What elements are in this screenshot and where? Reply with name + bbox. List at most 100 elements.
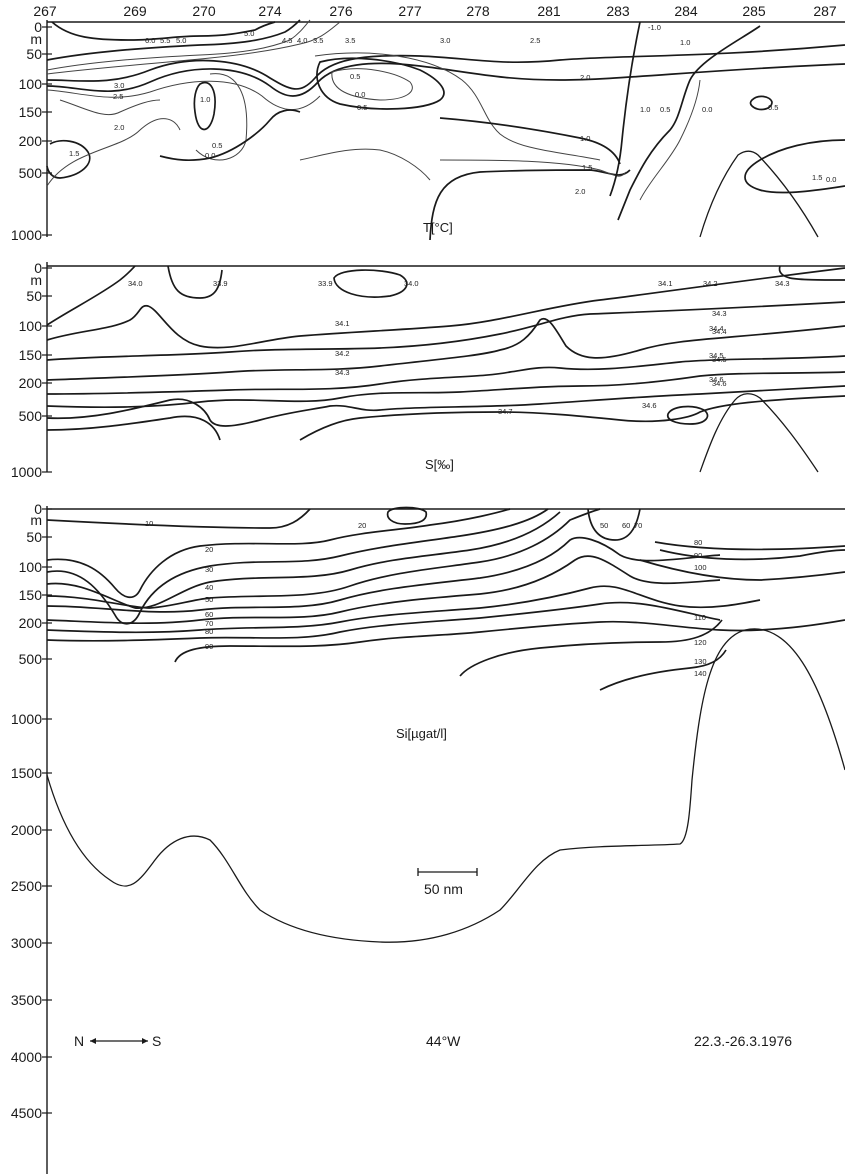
y-tick-label: 500 xyxy=(19,651,43,667)
station-label: 285 xyxy=(742,3,766,19)
sea-floor xyxy=(699,393,819,473)
contour-label: 33.9 xyxy=(318,279,333,288)
y-tick-label: 4500 xyxy=(11,1105,42,1121)
contour-line xyxy=(46,19,311,71)
contour-label: 60 xyxy=(205,610,213,619)
contour-line xyxy=(46,371,845,409)
contour-line xyxy=(174,619,845,663)
contour-label: 20 xyxy=(205,545,213,554)
contour-line xyxy=(46,118,181,187)
contour-label: 6.0 xyxy=(145,36,155,45)
contour-label: 70 xyxy=(205,619,213,628)
contour-label: 0.5 xyxy=(350,72,360,81)
contour-label: 34.0 xyxy=(128,279,143,288)
station-label: 274 xyxy=(258,3,282,19)
contour-label: 34.3 xyxy=(712,309,727,318)
contour-label: 70 xyxy=(634,521,642,530)
y-tick-label: 150 xyxy=(19,347,43,363)
contour-label: 2.0 xyxy=(575,187,585,196)
y-tick-label: 150 xyxy=(19,104,43,120)
station-label: 269 xyxy=(123,3,147,19)
y-tick-label: 1500 xyxy=(11,765,42,781)
direction-north-label: N xyxy=(74,1033,84,1049)
contour-line xyxy=(299,148,431,181)
contour-line xyxy=(46,301,845,361)
station-label: 278 xyxy=(466,3,490,19)
contour-label: 34.1 xyxy=(335,319,350,328)
contour-label: 2.0 xyxy=(580,73,590,82)
silicate-panel-title: Si[µgat/l] xyxy=(396,726,447,741)
contour-label: 3.0 xyxy=(440,36,450,45)
contour-line xyxy=(46,508,601,609)
temperature-panel-title: T[°C] xyxy=(423,220,453,235)
contour-line xyxy=(587,508,641,541)
contour-label: 0.0 xyxy=(826,175,836,184)
contour-label: 34.6 xyxy=(642,401,657,410)
contour-label: 2.5 xyxy=(530,36,540,45)
salinity-panel-title: S[‰] xyxy=(425,457,454,472)
contour-label: 34.5 xyxy=(712,355,727,364)
contour-line xyxy=(46,62,845,97)
y-tick-label: 0 xyxy=(34,260,42,276)
contour-label: 1.5 xyxy=(582,163,592,172)
salinity-contour-labels: 34.0 33.9 33.9 34.0 34.1 34.2 34.3 34.1 34.2 34.3… xyxy=(128,279,790,416)
contour-label: 34.4 xyxy=(709,324,724,333)
contour-line xyxy=(46,44,845,90)
contour-line xyxy=(46,415,221,441)
contour-label: 34.3 xyxy=(775,279,790,288)
contour-line xyxy=(46,508,311,529)
arrowhead-left-icon xyxy=(90,1038,96,1044)
contour-label: 0.5 xyxy=(357,103,367,112)
contour-line xyxy=(314,52,601,161)
contour-line xyxy=(778,265,845,281)
station-label: 287 xyxy=(813,3,837,19)
contour-line xyxy=(46,80,321,110)
date-range-label: 22.3.-26.3.1976 xyxy=(694,1033,792,1049)
contour-line xyxy=(46,19,301,61)
y-tick-label: 1000 xyxy=(11,711,42,727)
contour-line xyxy=(46,355,845,395)
contour-line xyxy=(439,117,621,165)
contour-line xyxy=(195,73,248,161)
contour-label: 120 xyxy=(694,638,707,647)
y-tick-label: 4000 xyxy=(11,1049,42,1065)
y-tick-label: m xyxy=(30,512,42,528)
contour-label: 1.5 xyxy=(812,173,822,182)
y-tick-label: 50 xyxy=(26,529,42,545)
y-tick-label: 100 xyxy=(19,559,43,575)
contour-line xyxy=(167,265,223,299)
silicate-panel: 0m50100150200500100015002000250030003500… xyxy=(11,501,845,1174)
y-tick-label: m xyxy=(30,31,42,47)
contour-line xyxy=(749,95,773,111)
contour-line xyxy=(639,79,701,201)
contour-line xyxy=(439,159,627,177)
contour-label: 50 xyxy=(600,521,608,530)
y-tick-label: 2000 xyxy=(11,822,42,838)
contour-label: 2.5 xyxy=(113,92,123,101)
contour-line xyxy=(744,139,845,194)
contour-label: 33.9 xyxy=(213,279,228,288)
contour-label: -1.0 xyxy=(648,23,661,32)
contour-label: 34.6 xyxy=(709,375,724,384)
contour-line xyxy=(46,585,761,634)
contour-label: 34.5 xyxy=(709,351,724,360)
contour-line xyxy=(459,619,723,677)
sea-floor xyxy=(46,628,845,943)
contour-line xyxy=(46,536,721,613)
contour-line xyxy=(46,601,721,642)
contour-label: 3.5 xyxy=(345,36,355,45)
contour-line xyxy=(331,68,413,101)
contour-line xyxy=(46,385,845,427)
contour-line xyxy=(654,541,845,551)
contour-label: 0.0 xyxy=(355,90,365,99)
contour-line xyxy=(46,555,721,625)
y-tick-label: 0 xyxy=(34,19,42,35)
contour-label: 34.2 xyxy=(703,279,718,288)
contour-label: 110 xyxy=(694,613,706,622)
y-tick-label: 500 xyxy=(19,165,43,181)
contour-label: 100 xyxy=(694,563,707,572)
